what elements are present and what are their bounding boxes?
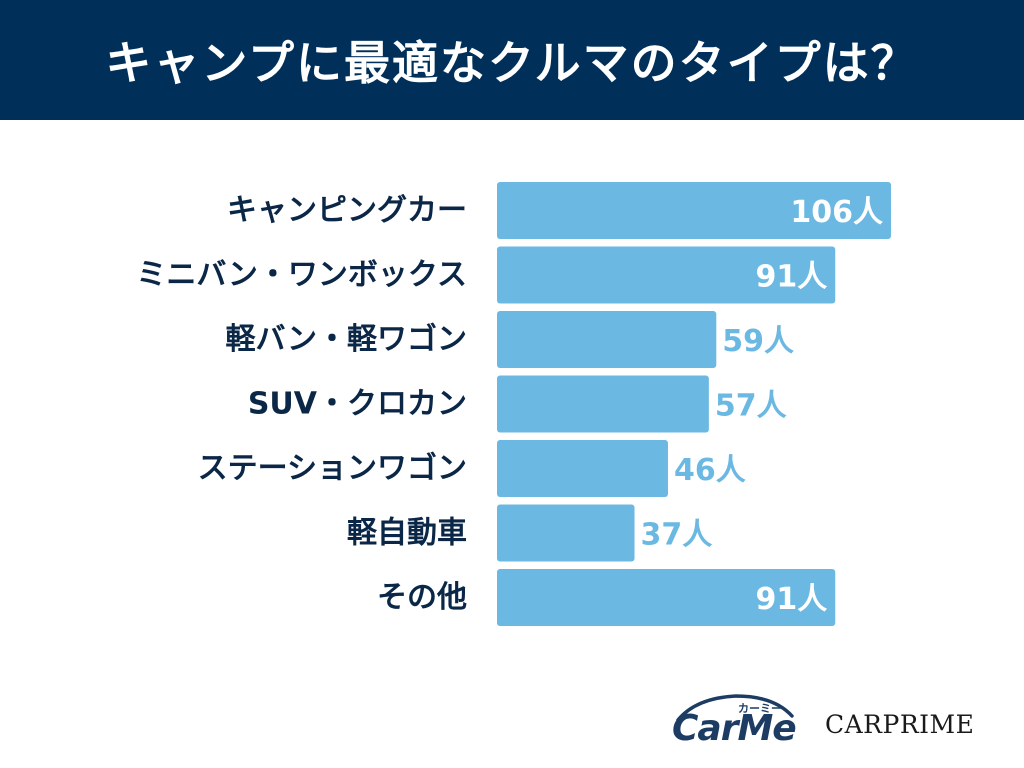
- bar-5: [497, 440, 668, 497]
- page-title: キャンプに最適なクルマのタイプは？: [105, 36, 919, 90]
- category-label-1: キャンピングカー: [227, 193, 467, 228]
- carprime-logo: CARPRIME: [825, 710, 975, 739]
- category-label-4: SUV・クロカン: [248, 387, 467, 422]
- logo-area: カーミー CarMe CARPRIME: [660, 690, 1000, 756]
- value-label-1: 106人: [790, 195, 883, 230]
- category-label-5: ステーションワゴン: [198, 451, 467, 486]
- value-label-7: 91人: [755, 582, 827, 617]
- category-label-6: 軽自動車: [347, 516, 467, 551]
- title-banner: キャンプに最適なクルマのタイプは？: [0, 0, 1024, 120]
- bar-7: [497, 569, 836, 626]
- bar-3: [497, 311, 717, 368]
- category-label-2: ミニバン・ワンボックス: [136, 258, 467, 293]
- bar-4: [497, 375, 709, 433]
- carme-wordmark: CarMe: [672, 708, 797, 749]
- bar-6: [497, 504, 635, 562]
- category-label-7: その他: [377, 580, 467, 615]
- value-label-5: 46人: [674, 453, 746, 488]
- carme-kana: カーミー: [738, 702, 782, 715]
- value-label-3: 59人: [722, 324, 794, 359]
- category-label-3: 軽バン・軽ワゴン: [226, 322, 468, 357]
- value-label-2: 91人: [755, 260, 827, 295]
- value-label-6: 37人: [641, 518, 713, 553]
- bar-2: [497, 246, 836, 304]
- carme-logo: カーミー CarMe: [666, 690, 806, 756]
- bar-1: [497, 182, 891, 239]
- value-label-4: 57人: [715, 389, 787, 424]
- carme-car-silhouette-icon: [676, 694, 794, 722]
